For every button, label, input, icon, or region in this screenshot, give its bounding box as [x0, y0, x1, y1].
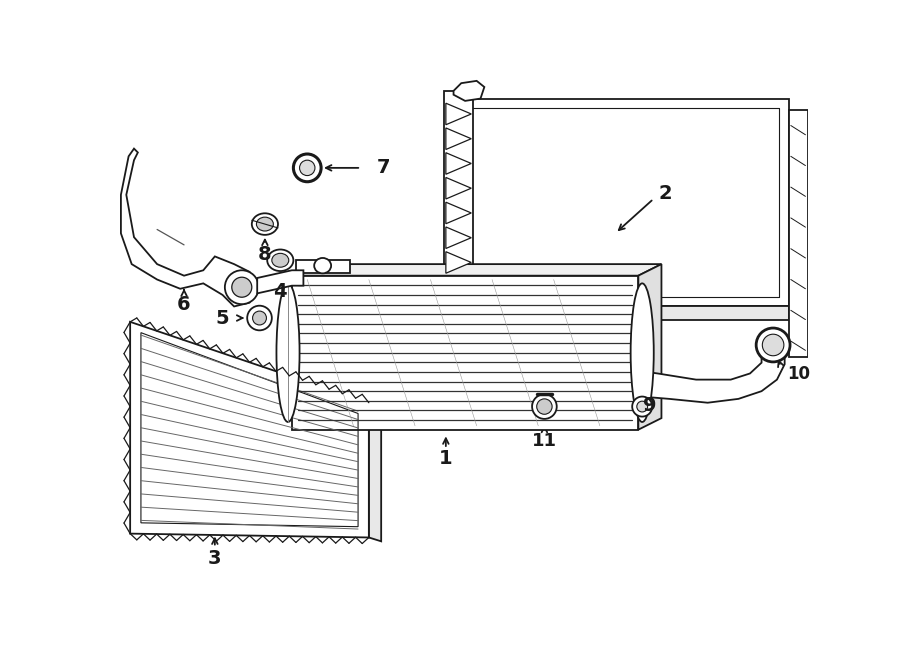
Text: 10: 10 [787, 366, 810, 383]
Ellipse shape [272, 253, 289, 267]
Polygon shape [130, 322, 369, 537]
Polygon shape [445, 91, 473, 310]
Text: 3: 3 [208, 549, 221, 568]
Ellipse shape [631, 284, 653, 422]
Text: 9: 9 [644, 395, 657, 414]
Polygon shape [446, 276, 472, 298]
Polygon shape [454, 81, 484, 101]
Polygon shape [446, 98, 788, 307]
Polygon shape [257, 270, 303, 293]
Text: 11: 11 [532, 432, 557, 450]
Circle shape [225, 270, 258, 304]
Polygon shape [446, 227, 472, 249]
Ellipse shape [276, 284, 300, 422]
Circle shape [253, 311, 266, 325]
Circle shape [762, 334, 784, 356]
Circle shape [300, 160, 315, 176]
Ellipse shape [637, 401, 648, 412]
Polygon shape [446, 103, 472, 125]
Polygon shape [446, 153, 472, 175]
Circle shape [248, 305, 272, 330]
Polygon shape [638, 264, 662, 430]
Circle shape [232, 277, 252, 297]
Polygon shape [788, 110, 808, 356]
Polygon shape [292, 276, 638, 430]
Circle shape [453, 278, 464, 289]
Ellipse shape [252, 214, 278, 235]
Polygon shape [121, 149, 257, 307]
Polygon shape [446, 202, 472, 224]
Text: 6: 6 [177, 295, 191, 314]
Ellipse shape [256, 217, 274, 231]
Ellipse shape [267, 249, 293, 271]
Ellipse shape [536, 399, 552, 414]
Ellipse shape [532, 394, 557, 419]
Text: 2: 2 [659, 184, 672, 203]
Text: 5: 5 [215, 309, 229, 327]
Polygon shape [446, 307, 788, 321]
Ellipse shape [632, 397, 652, 416]
Text: 8: 8 [258, 245, 272, 264]
Polygon shape [446, 128, 472, 149]
Ellipse shape [314, 258, 331, 274]
Text: 1: 1 [439, 449, 453, 469]
Polygon shape [446, 252, 472, 273]
Polygon shape [369, 403, 382, 541]
Polygon shape [292, 264, 662, 276]
Polygon shape [296, 260, 349, 274]
Polygon shape [546, 347, 785, 403]
Text: 7: 7 [376, 159, 390, 177]
Polygon shape [446, 177, 472, 199]
Circle shape [756, 328, 790, 362]
Text: 4: 4 [274, 282, 287, 301]
Circle shape [293, 154, 321, 182]
